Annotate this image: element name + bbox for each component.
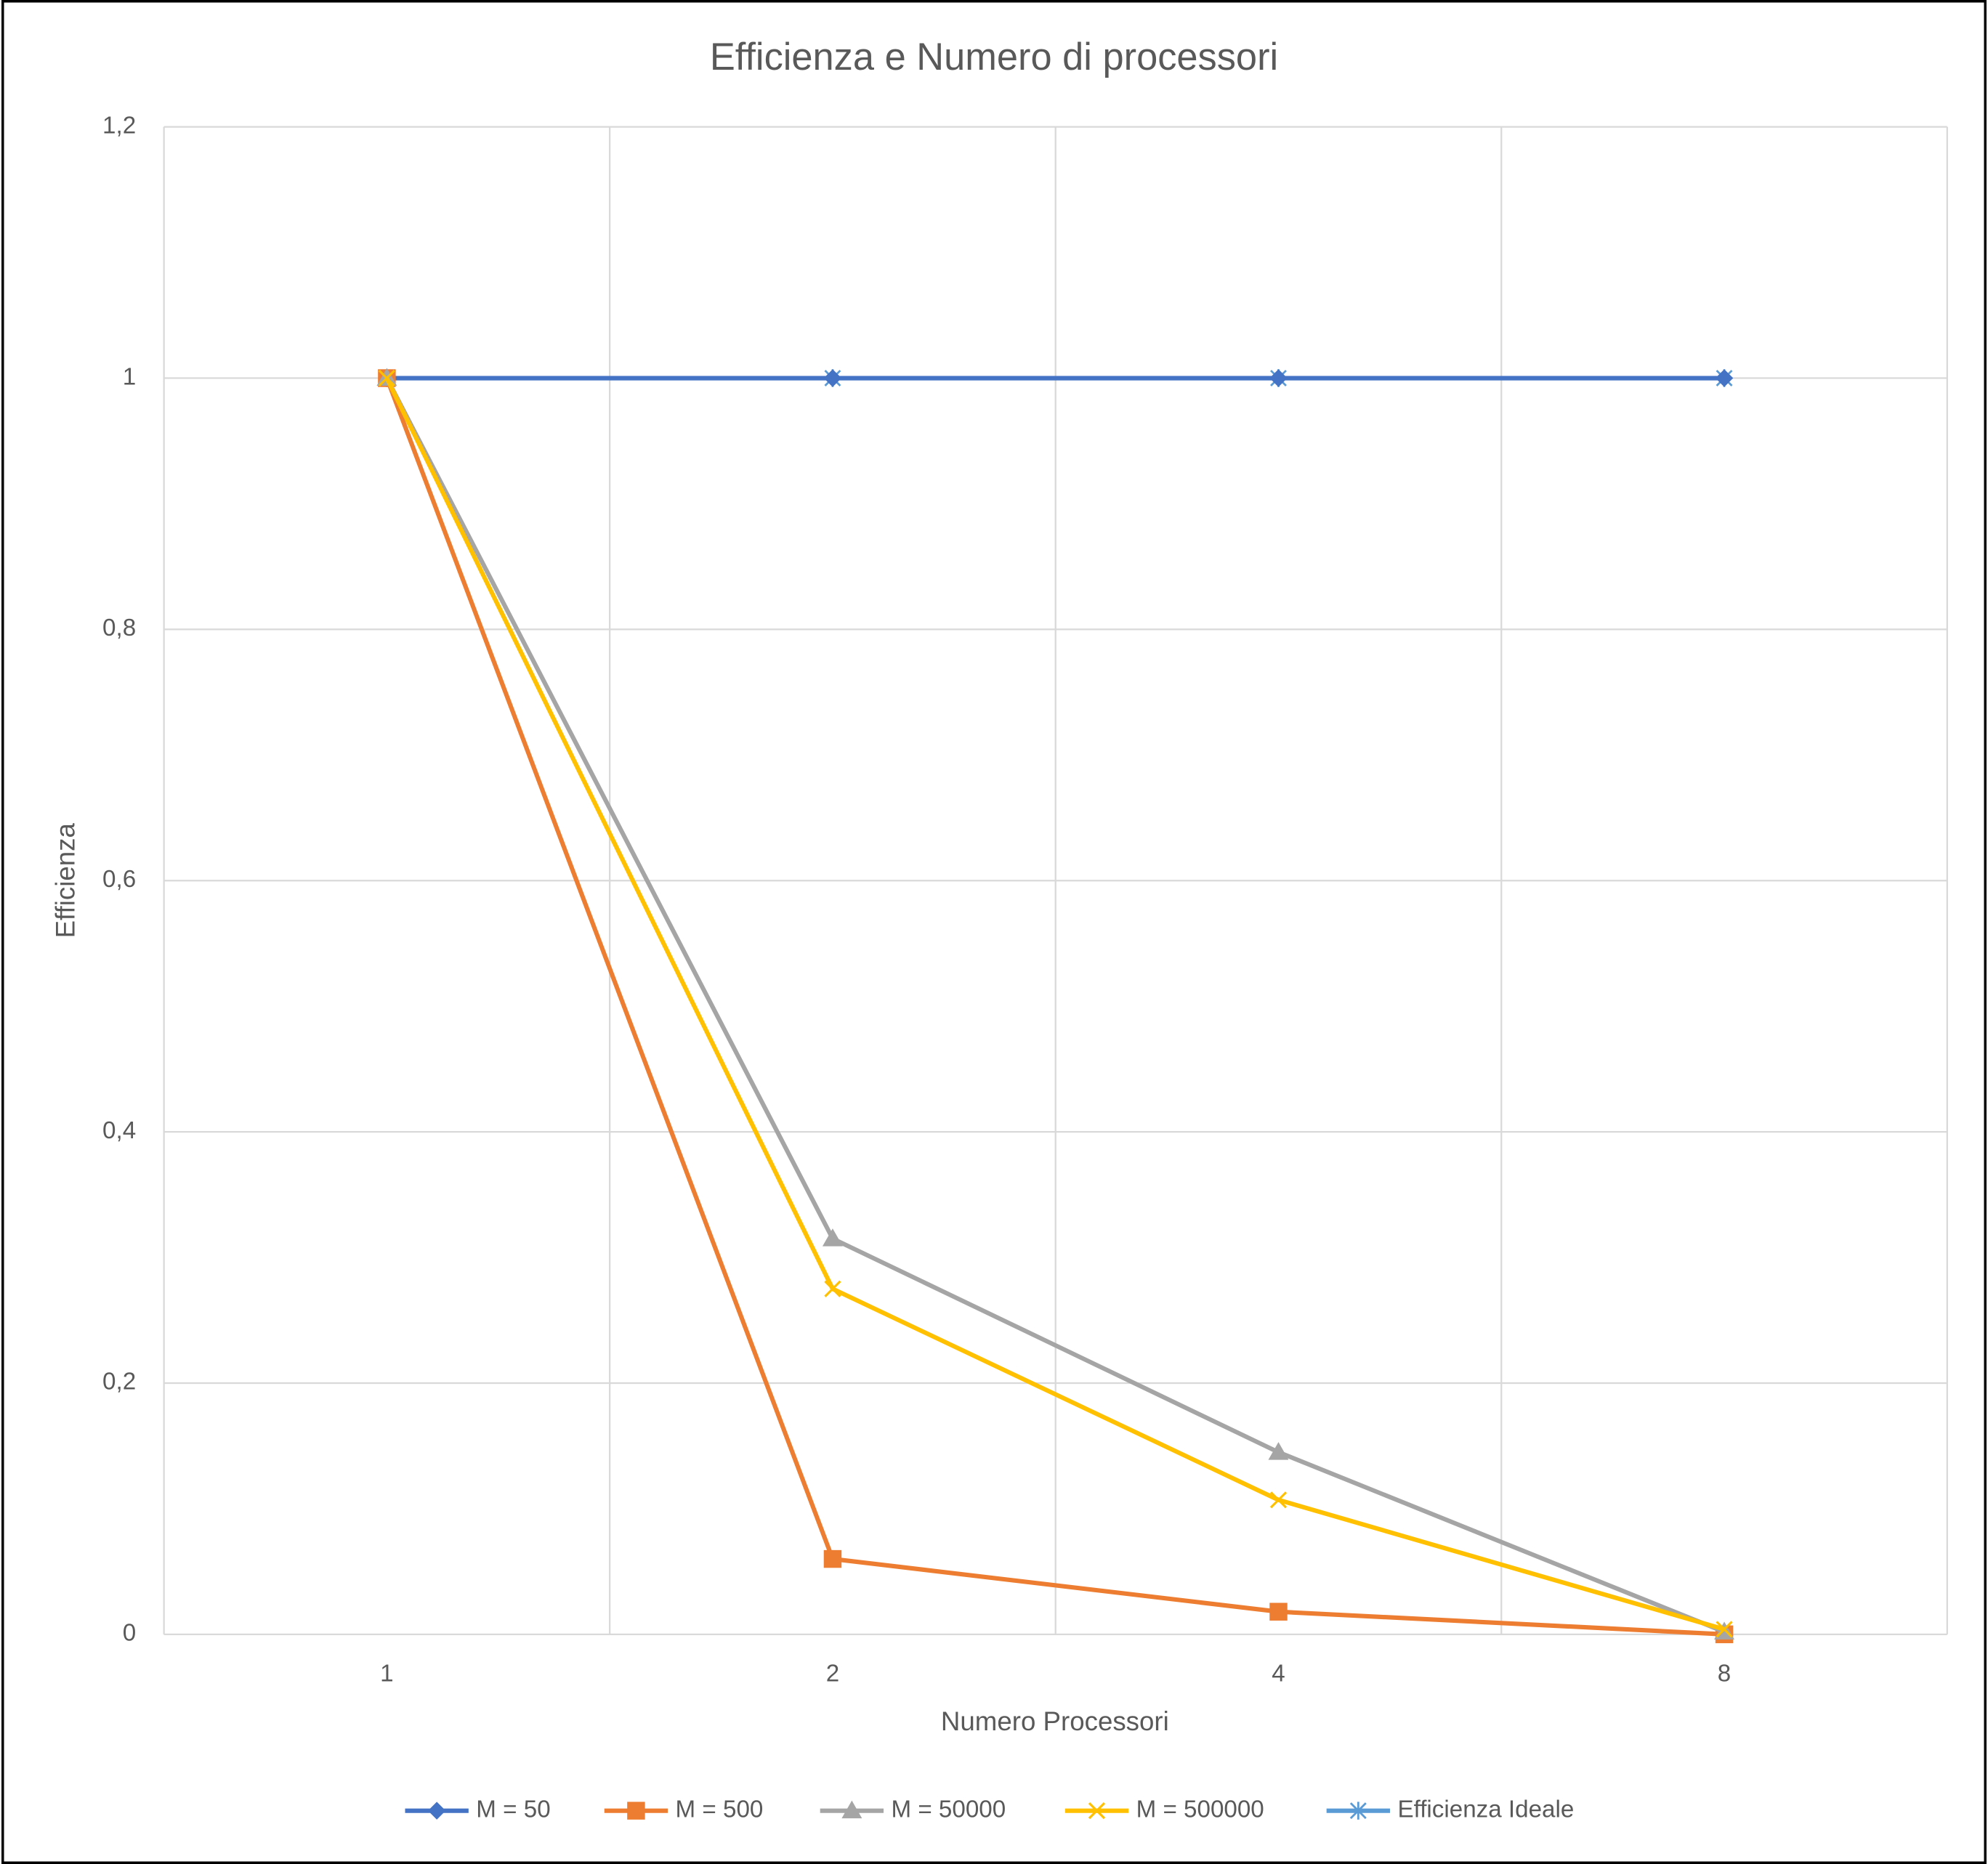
legend-item: M = 50000 [820, 1796, 1006, 1823]
marker-triangle [841, 1800, 862, 1819]
marker-square [1269, 1602, 1288, 1621]
marker-x [1716, 1621, 1733, 1638]
x-tick-label: 2 [826, 1660, 839, 1687]
legend-label: M = 50 [476, 1796, 550, 1823]
marker-x [378, 369, 395, 387]
legend-label: Efficienza Ideale [1397, 1796, 1574, 1823]
x-tick-label: 8 [1718, 1660, 1731, 1687]
legend-item: Efficienza Ideale [1326, 1796, 1574, 1823]
chart-title: Efficienza e Numero di processori [710, 36, 1278, 78]
marker-star [1349, 1802, 1367, 1820]
marker-triangle [822, 1228, 843, 1247]
marker-square [627, 1802, 645, 1820]
legend-label: M = 500 [676, 1796, 764, 1823]
y-axis-label: Efficienza [51, 822, 81, 938]
x-axis-label: Numero Processori [941, 1706, 1169, 1736]
y-tick-label: 0,4 [102, 1117, 136, 1144]
y-tick-label: 0 [123, 1620, 136, 1647]
legend-label: M = 50000 [892, 1796, 1006, 1823]
series-line [384, 377, 1726, 1634]
marker-diamond [823, 369, 842, 387]
y-tick-label: 0,8 [102, 615, 136, 641]
marker-diamond [1715, 369, 1734, 387]
y-tick-label: 1,2 [102, 112, 136, 139]
legend-item: M = 500000 [1064, 1796, 1264, 1823]
series-line [384, 377, 1725, 1637]
series-line [384, 377, 1725, 1632]
legend-item: M = 500 [604, 1796, 764, 1823]
marker-x [824, 1280, 841, 1297]
marker-x [1269, 1491, 1288, 1509]
marker-x [1088, 1802, 1106, 1820]
marker-square [823, 1549, 842, 1568]
legend-label: M = 500000 [1136, 1796, 1264, 1823]
x-tick-label: 1 [380, 1660, 393, 1687]
y-tick-label: 0,2 [102, 1369, 136, 1395]
series [378, 369, 1733, 1638]
y-tick-label: 0,6 [102, 866, 136, 893]
y-tick-label: 1 [123, 363, 136, 390]
x-tick-label: 4 [1272, 1660, 1285, 1687]
marker-triangle [1268, 1442, 1289, 1460]
